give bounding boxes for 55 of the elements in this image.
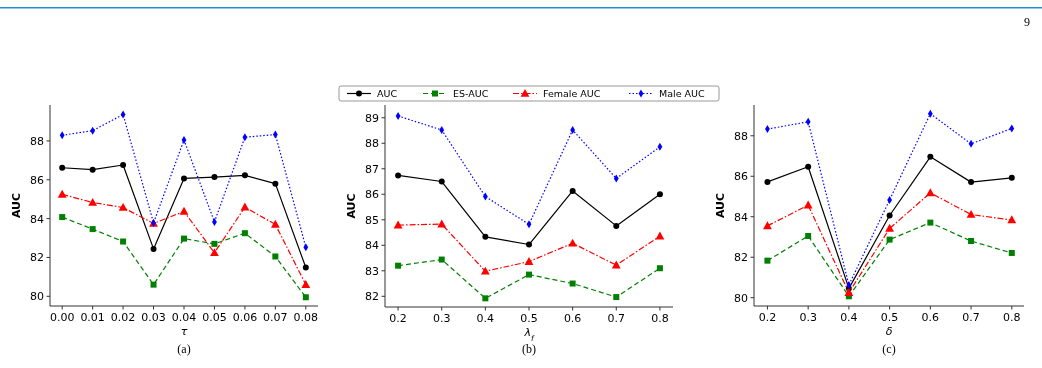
x-tick-label: 0.02	[110, 311, 136, 324]
x-tick-label: 0.04	[171, 311, 197, 324]
y-tick-label: 80	[734, 291, 748, 305]
x-tick-label: 0.2	[389, 312, 407, 325]
y-tick-label: 86	[365, 188, 379, 202]
x-tick-label: 0.4	[476, 312, 495, 325]
y-axis-title: AUC	[10, 192, 23, 219]
x-tick-label: 0.7	[607, 312, 626, 325]
y-tick-label: 89	[365, 111, 379, 125]
y-axis-title: AUC	[345, 193, 358, 219]
x-tick-label: 0.7	[962, 311, 980, 324]
x-tick-label: 0.6	[921, 311, 940, 324]
y-tick-label: 86	[734, 170, 748, 184]
x-tick-label: 0.8	[1003, 311, 1021, 324]
x-tick-label: 0.3	[432, 312, 451, 325]
y-tick-label: 85	[365, 213, 379, 227]
legend-label: AUC	[377, 88, 398, 99]
x-axis-title: λ$_{f}$	[523, 326, 535, 343]
y-tick-label: 83	[365, 264, 379, 278]
text: (b)	[522, 342, 536, 356]
x-tick-label: 0.05	[202, 311, 227, 324]
text: (c)	[882, 342, 896, 356]
y-tick-label: 87	[365, 162, 379, 176]
y-tick-label: 82	[365, 290, 379, 304]
x-tick-label: 0.03	[141, 311, 166, 324]
y-tick-label: 80	[30, 290, 44, 304]
text: 9	[1024, 15, 1030, 29]
x-tick-label: 0.6	[563, 312, 582, 325]
x-tick-label: 0.01	[80, 311, 105, 324]
x-tick-label: 0.00	[49, 311, 75, 324]
x-tick-label: 0.3	[799, 311, 817, 324]
y-axis-title: AUC	[714, 192, 727, 219]
y-tick-label: 84	[30, 212, 44, 226]
x-tick-label: 0.2	[758, 311, 777, 324]
x-tick-label: 0.8	[651, 312, 669, 325]
y-tick-label: 88	[734, 129, 748, 143]
x-tick-label: 0.08	[293, 311, 319, 324]
text: (a)	[177, 342, 191, 356]
legend-label: ES-AUC	[453, 88, 489, 99]
x-tick-label: 0.5	[880, 311, 899, 324]
y-tick-label: 84	[365, 239, 379, 253]
x-tick-label: 0.4	[840, 311, 858, 324]
x-tick-label: 0.5	[520, 312, 538, 325]
y-tick-label: 82	[734, 251, 748, 265]
x-axis-title: τ	[180, 325, 188, 338]
y-tick-label: 86	[30, 173, 44, 187]
y-tick-label: 88	[365, 137, 379, 151]
x-tick-label: 0.06	[232, 311, 258, 324]
x-tick-label: 0.07	[263, 311, 288, 324]
legend-label: Male AUC	[659, 88, 705, 99]
y-tick-label: 88	[30, 134, 44, 148]
y-tick-label: 84	[734, 210, 748, 224]
legend-label: Female AUC	[543, 88, 601, 99]
y-tick-label: 82	[30, 251, 44, 265]
x-axis-title: δ	[885, 325, 893, 338]
